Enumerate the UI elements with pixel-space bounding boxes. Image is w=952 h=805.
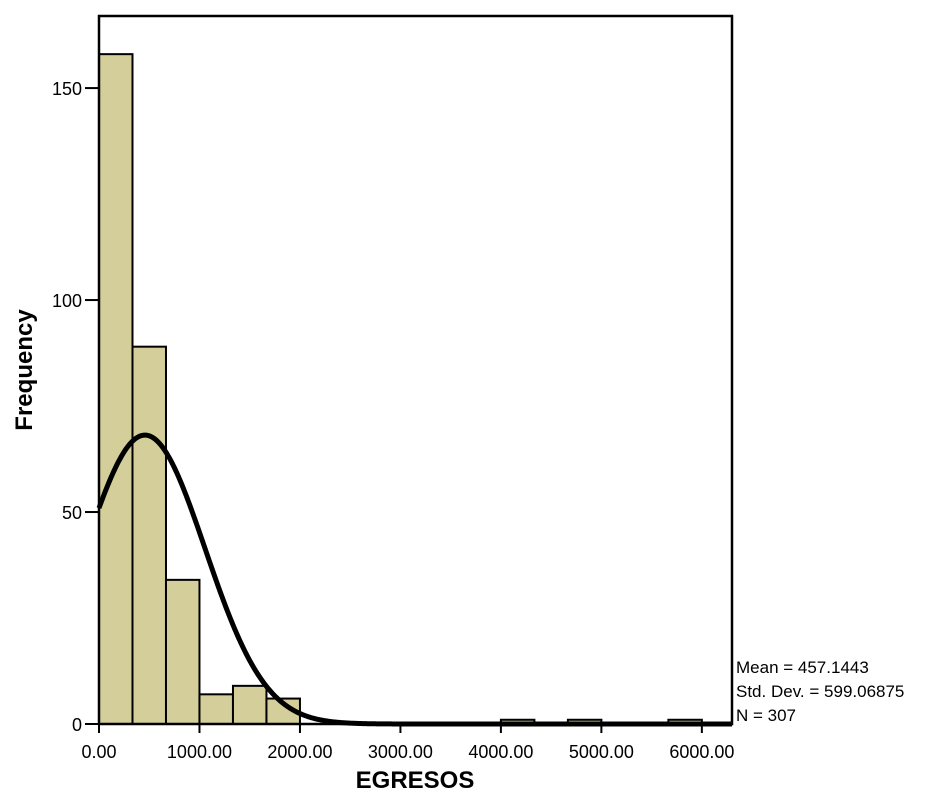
y-tick-label: 100	[52, 291, 82, 311]
x-tick-label: 1000.00	[167, 742, 232, 762]
plot-frame	[97, 14, 734, 726]
x-tick-label: 3000.00	[368, 742, 433, 762]
histogram-bar	[98, 53, 134, 725]
x-tick-label: 2000.00	[267, 742, 332, 762]
histogram-bar	[131, 345, 167, 725]
stat-std-dev: Std. Dev. = 599.06875	[736, 682, 904, 701]
x-tick-label: 5000.00	[569, 742, 634, 762]
x-tick-label: 4000.00	[468, 742, 533, 762]
y-axis-title: Frequency	[11, 309, 38, 431]
y-axis: 0 50 100 150	[52, 79, 99, 735]
x-axis: 0.00 1000.00 2000.00 3000.00 4000.00 5000.00 6…	[81, 724, 734, 762]
x-tick-label: 0.00	[81, 742, 116, 762]
stat-n: N = 307	[736, 706, 796, 725]
histogram-bar	[164, 578, 201, 725]
x-tick-label: 6000.00	[669, 742, 734, 762]
histogram-bar	[198, 693, 234, 726]
histogram-bars	[98, 53, 703, 726]
y-tick-label: 150	[52, 79, 82, 99]
x-axis-title: EGRESOS	[356, 767, 475, 794]
y-tick-label: 0	[72, 715, 82, 735]
histogram-bar	[231, 684, 268, 725]
stat-mean: Mean = 457.1443	[736, 658, 869, 677]
y-tick-label: 50	[62, 503, 82, 523]
